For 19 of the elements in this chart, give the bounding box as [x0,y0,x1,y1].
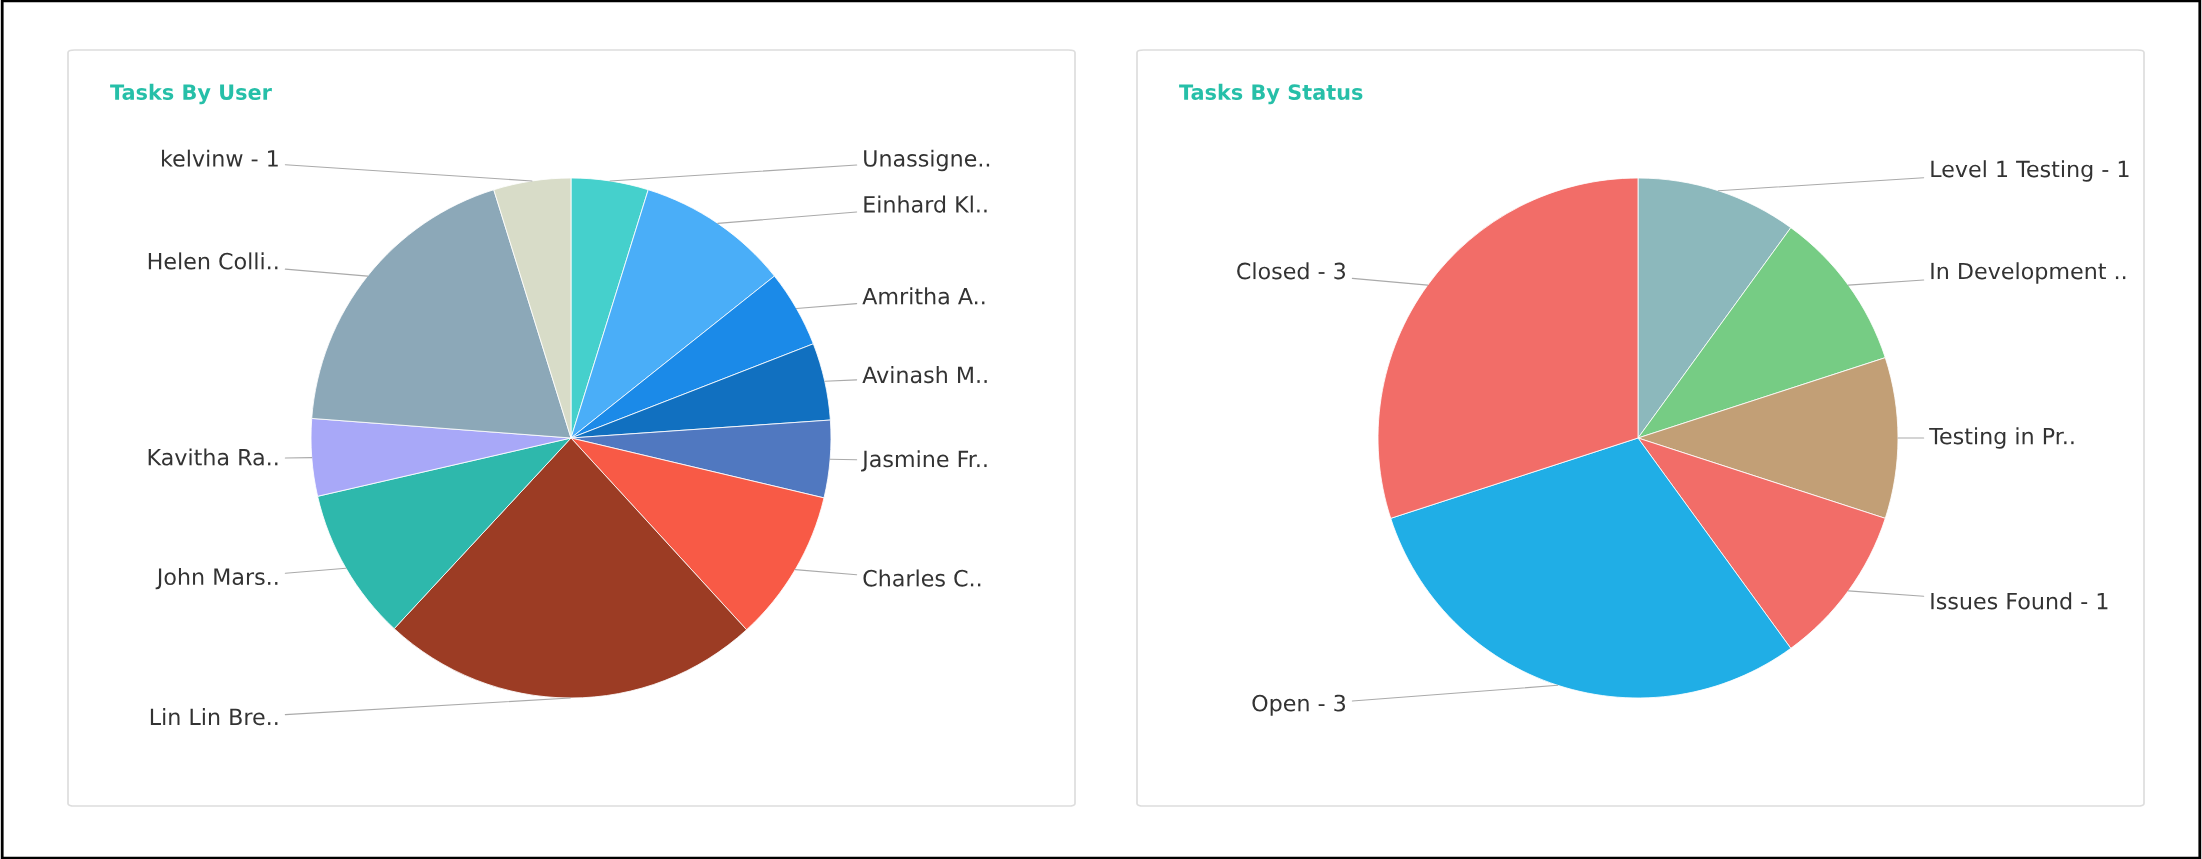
slice-label: Testing in Pr.. [1929,427,2074,449]
slice-label: Amritha A.. [862,287,985,305]
slice-label: Unassigne.. [864,149,990,172]
slice-label: Closed - 3 [1237,262,1346,280]
slice-label: Einhard Kl.. [864,195,987,213]
slice-label: Helen Colli.. [148,252,278,270]
slice-label: Charles C.. [863,569,981,587]
slice-label: In Development .. [1931,262,2126,284]
slice-label: Avinash M.. [862,365,987,384]
slice-label: Jasmine Fr.. [861,450,987,472]
slice-label: Level 1 Testing - 1 [1931,160,2129,182]
slice-label: Open - 3 [1252,694,1346,716]
slice-label: Issues Found - 1 [1931,592,2108,610]
chart-title: Tasks By Status [1179,83,1363,105]
chart-title: Tasks By User [110,83,272,105]
slice-label: Kavitha Ra.. [148,448,278,466]
slice-label: kelvinw - 1 [162,149,278,167]
slice-label: Lin Lin Bre.. [150,708,278,726]
slice-label: John Mars.. [155,567,278,590]
